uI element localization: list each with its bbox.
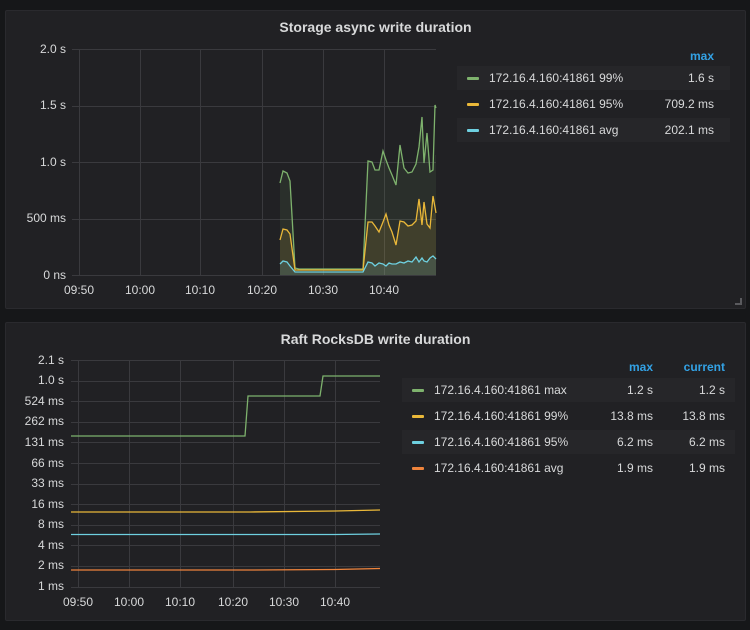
legend-header-max[interactable]: max — [628, 360, 653, 374]
x-tick: 10:00 — [124, 283, 156, 297]
panel-title[interactable]: Raft RocksDB write duration — [280, 331, 471, 347]
x-tick: 10:20 — [217, 595, 249, 609]
legend-series-name: 172.16.4.160:41861 max — [434, 383, 567, 397]
x-tick: 10:00 — [113, 595, 145, 609]
y-tick: 1.5 s — [39, 98, 66, 112]
x-tick: 10:20 — [246, 283, 278, 297]
y-tick: 2 ms — [37, 558, 64, 572]
series-color-swatch[interactable] — [467, 129, 479, 132]
legend-value-current: 13.8 ms — [682, 409, 725, 423]
legend-series-name: 172.16.4.160:41861 avg — [434, 461, 564, 475]
legend-value-current: 1.2 s — [698, 383, 725, 397]
legend-value-max: 202.1 ms — [664, 123, 714, 137]
series-color-swatch[interactable] — [412, 467, 424, 470]
legend-value-max: 1.2 s — [626, 383, 653, 397]
x-tick: 10:40 — [319, 595, 351, 609]
legend-item[interactable]: 172.16.4.160:41861 max 1.2 s 1.2 s — [402, 378, 735, 402]
legend-value-max: 13.8 ms — [610, 409, 653, 423]
legend-value-max: 709.2 ms — [664, 97, 714, 111]
y-tick: 131 ms — [24, 435, 64, 449]
legend-series-name: 172.16.4.160:41861 95% — [489, 97, 624, 111]
x-tick: 09:50 — [62, 595, 94, 609]
y-tick: 524 ms — [24, 394, 64, 408]
x-tick: 10:30 — [268, 595, 300, 609]
legend-item[interactable]: 172.16.4.160:41861 99% 13.8 ms 13.8 ms — [402, 404, 735, 428]
legend-item[interactable]: 172.16.4.160:41861 99% 1.6 s — [457, 66, 730, 90]
legend-header-current[interactable]: current — [683, 360, 725, 374]
panel-storage-async-write: Storage async write duration — [5, 10, 746, 309]
y-tick: 0 ns — [43, 268, 66, 282]
series-color-swatch[interactable] — [467, 77, 479, 80]
y-tick: 1 ms — [37, 579, 64, 593]
x-tick: 10:30 — [307, 283, 339, 297]
x-tick: 10:10 — [164, 595, 196, 609]
legend-item[interactable]: 172.16.4.160:41861 95% 709.2 ms — [457, 92, 730, 116]
legend-series-name: 172.16.4.160:41861 99% — [434, 409, 569, 423]
series-color-swatch[interactable] — [467, 103, 479, 106]
legend-series-name: 172.16.4.160:41861 avg — [489, 123, 619, 137]
legend-series-name: 172.16.4.160:41861 99% — [489, 71, 624, 85]
legend-value-current: 1.9 ms — [688, 461, 725, 475]
y-tick: 262 ms — [24, 414, 64, 428]
y-tick: 2.1 s — [37, 353, 64, 367]
resize-handle-icon[interactable] — [735, 298, 742, 305]
y-tick: 2.0 s — [39, 42, 66, 56]
legend-value-max: 1.9 ms — [616, 461, 653, 475]
legend-item[interactable]: 172.16.4.160:41861 avg 1.9 ms 1.9 ms — [402, 456, 735, 480]
x-tick: 09:50 — [63, 283, 95, 297]
y-tick: 33 ms — [31, 476, 64, 490]
legend-series-name: 172.16.4.160:41861 95% — [434, 435, 569, 449]
legend-header-max[interactable]: max — [689, 49, 714, 63]
y-tick: 1.0 s — [39, 155, 66, 169]
y-tick: 16 ms — [31, 497, 64, 511]
legend-value-max: 6.2 ms — [616, 435, 653, 449]
legend-item[interactable]: 172.16.4.160:41861 95% 6.2 ms 6.2 ms — [402, 430, 735, 454]
x-tick: 10:40 — [368, 283, 400, 297]
series-color-swatch[interactable] — [412, 415, 424, 418]
legend-item[interactable]: 172.16.4.160:41861 avg 202.1 ms — [457, 118, 730, 142]
y-tick: 66 ms — [31, 456, 64, 470]
legend-value-current: 6.2 ms — [688, 435, 725, 449]
y-tick: 1.0 s — [37, 373, 64, 387]
y-tick: 500 ms — [26, 211, 66, 225]
x-tick: 10:10 — [184, 283, 216, 297]
y-tick: 4 ms — [37, 538, 64, 552]
series-color-swatch[interactable] — [412, 441, 424, 444]
series-color-swatch[interactable] — [412, 389, 424, 392]
panel-raft-rocksdb-write: Raft RocksDB write duration — [5, 322, 746, 621]
y-tick: 8 ms — [37, 517, 64, 531]
panel-title[interactable]: Storage async write duration — [279, 19, 472, 35]
legend-value-max: 1.6 s — [687, 71, 714, 85]
